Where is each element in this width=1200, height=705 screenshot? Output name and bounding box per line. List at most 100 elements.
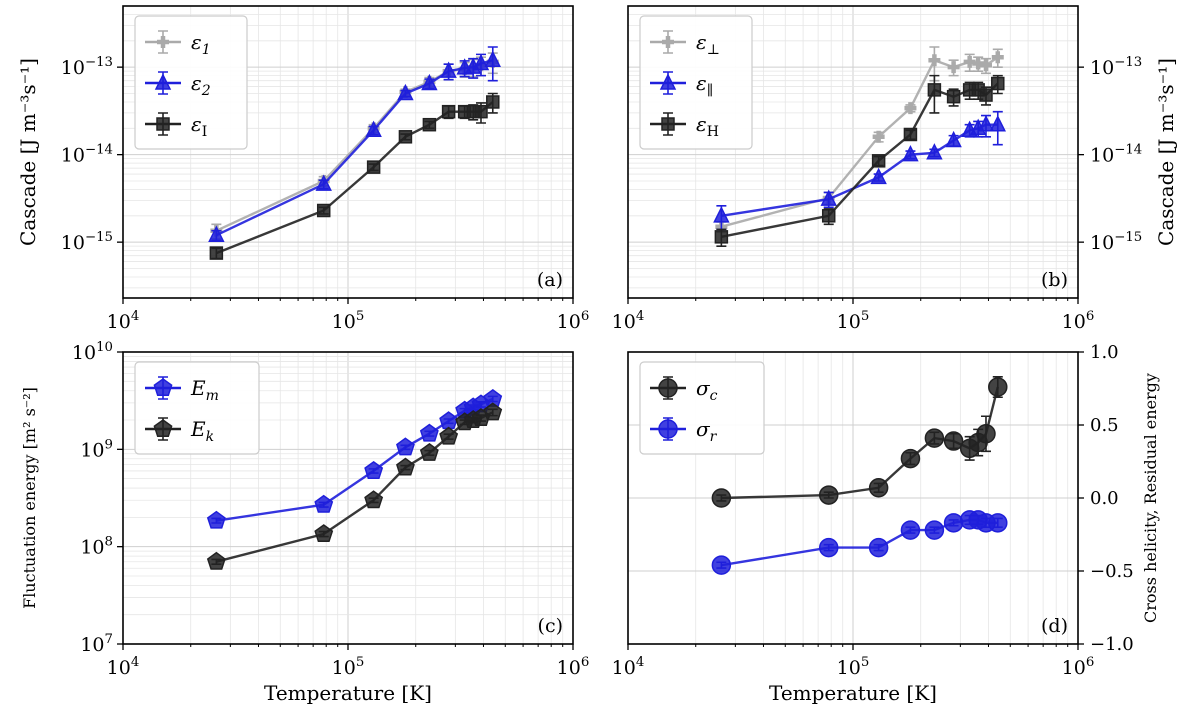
x-tick-label: 104 bbox=[107, 655, 140, 679]
data-point bbox=[714, 230, 729, 244]
x-tick-label: 105 bbox=[332, 309, 365, 333]
x-axis-label: Temperature [K] bbox=[769, 681, 937, 705]
data-point bbox=[943, 513, 964, 533]
data-point bbox=[366, 160, 381, 174]
series-Em bbox=[206, 388, 503, 529]
data-point bbox=[903, 127, 918, 142]
legend-label: ε2 bbox=[191, 71, 211, 99]
data-point bbox=[868, 478, 889, 498]
chart-panel-c: 104 105 106 107 108 109 1010 Fluctuation energy… bbox=[20, 340, 589, 705]
data-point bbox=[900, 448, 921, 469]
series-σc bbox=[711, 376, 1008, 508]
x-tick-label: 105 bbox=[837, 309, 870, 333]
legend-marker bbox=[153, 378, 173, 397]
data-point bbox=[818, 537, 839, 558]
data-point bbox=[871, 154, 886, 168]
data-point bbox=[902, 144, 919, 162]
data-point bbox=[397, 83, 414, 101]
data-point bbox=[439, 411, 459, 430]
data-point bbox=[927, 83, 942, 97]
panel-label: (c) bbox=[538, 615, 563, 637]
data-point bbox=[316, 203, 331, 218]
y-axis-label: Cascade [J m⁻³s⁻¹] bbox=[16, 58, 40, 246]
legend: Em Ek bbox=[134, 361, 260, 455]
y-axis-label: Cross helicity, Residual energy bbox=[1141, 373, 1160, 623]
data-point bbox=[870, 167, 887, 185]
series-ε∥ bbox=[713, 110, 1006, 231]
legend-label: ε∥ bbox=[696, 71, 713, 99]
data-point bbox=[976, 424, 996, 444]
x-tick-label: 104 bbox=[612, 309, 645, 333]
x-tick-label: 104 bbox=[612, 655, 645, 679]
x-tick-label: 106 bbox=[1062, 655, 1095, 679]
data-point bbox=[314, 524, 334, 543]
data-point bbox=[474, 104, 488, 119]
chart-panel-a: 104 105 106 10−15 10−14 10−13 Cascade [J m⁻³s⁻… bbox=[16, 5, 589, 333]
y-tick-label: −0.5 bbox=[1090, 561, 1134, 582]
data-point bbox=[991, 76, 1005, 91]
data-point bbox=[979, 88, 993, 102]
data-point bbox=[900, 520, 921, 540]
y-tick-label: 10−14 bbox=[61, 143, 113, 167]
x-tick-label: 106 bbox=[1062, 309, 1095, 333]
data-point bbox=[439, 426, 459, 445]
legend-marker bbox=[157, 36, 169, 48]
data-point bbox=[364, 490, 384, 509]
legend-marker bbox=[662, 36, 674, 48]
data-point bbox=[396, 457, 415, 476]
x-tick-label: 105 bbox=[837, 655, 870, 679]
data-point bbox=[904, 102, 917, 115]
panel-label: (a) bbox=[537, 269, 563, 291]
y-tick-label: −1.0 bbox=[1090, 634, 1134, 655]
data-point bbox=[486, 95, 500, 109]
data-point bbox=[421, 73, 438, 91]
data-point bbox=[314, 494, 334, 513]
y-axis-label: Fluctuation energy [m² s⁻²] bbox=[20, 387, 39, 609]
data-point bbox=[441, 104, 456, 119]
x-axis-label: Temperature [K] bbox=[264, 681, 432, 705]
data-point bbox=[206, 510, 226, 529]
data-point bbox=[988, 377, 1008, 397]
data-point bbox=[977, 115, 995, 132]
data-point bbox=[209, 246, 224, 260]
legend-label: Ek bbox=[190, 417, 214, 445]
data-point bbox=[396, 437, 415, 456]
legend-label: ε1 bbox=[191, 30, 211, 58]
legend-marker bbox=[154, 73, 172, 90]
data-point bbox=[711, 555, 732, 575]
data-point bbox=[419, 423, 439, 442]
data-point bbox=[472, 53, 490, 71]
legend-label: εH bbox=[696, 112, 719, 140]
data-point bbox=[868, 537, 889, 558]
series-ε2 bbox=[208, 46, 501, 242]
data-point bbox=[713, 206, 730, 223]
y-tick-label: 10−15 bbox=[61, 230, 113, 254]
chart-panel-b: 104 105 106 10−15 10−14 10−13 Cascade [J m⁻³s⁻… bbox=[612, 5, 1178, 333]
y-tick-label: 10−13 bbox=[61, 55, 113, 79]
y-axis-label: Cascade [J m⁻³s⁻¹] bbox=[1154, 58, 1178, 246]
data-point bbox=[979, 59, 992, 72]
data-point bbox=[926, 143, 943, 160]
data-point bbox=[943, 431, 964, 451]
panel-label: (d) bbox=[1041, 615, 1068, 637]
data-point bbox=[989, 115, 1006, 132]
legend-marker bbox=[661, 117, 675, 131]
data-point bbox=[946, 89, 961, 104]
y-tick-label: 10−13 bbox=[1090, 55, 1142, 79]
data-point bbox=[945, 130, 962, 148]
data-point bbox=[872, 130, 885, 143]
legend-marker bbox=[658, 419, 678, 439]
data-point bbox=[988, 513, 1008, 533]
data-point bbox=[422, 117, 437, 132]
legend-label: Em bbox=[190, 376, 219, 404]
legend: ε⊥ ε∥ εH bbox=[639, 15, 753, 150]
legend-label: σr bbox=[696, 417, 718, 445]
series-εI bbox=[209, 92, 500, 260]
series-Ek bbox=[206, 402, 503, 570]
data-point bbox=[484, 50, 501, 67]
series-εH bbox=[714, 74, 1005, 247]
y-tick-label: 0.0 bbox=[1090, 488, 1119, 509]
legend-label: εI bbox=[191, 112, 207, 140]
panel-label: (b) bbox=[1041, 269, 1068, 291]
series-σr bbox=[711, 510, 1008, 575]
